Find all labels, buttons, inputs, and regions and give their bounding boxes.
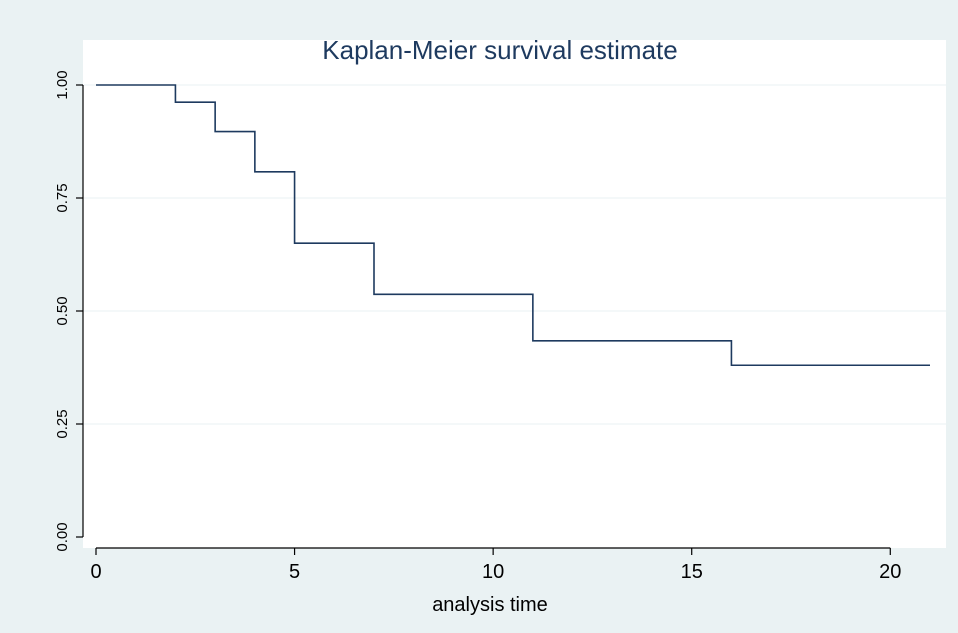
x-tick-label: 15 bbox=[681, 561, 703, 583]
y-tick-label: 1.00 bbox=[54, 70, 71, 99]
x-tick-label: 20 bbox=[879, 561, 901, 583]
x-tick-label: 0 bbox=[90, 561, 101, 583]
step-point bbox=[293, 241, 297, 245]
x-axis-label: analysis time bbox=[432, 594, 548, 616]
step-point bbox=[94, 83, 98, 87]
step-point bbox=[253, 170, 257, 174]
step-point bbox=[531, 339, 535, 343]
chart-title: Kaplan-Meier survival estimate bbox=[322, 35, 677, 65]
x-tick-label: 5 bbox=[289, 561, 300, 583]
y-axis: 0.00 0.25 0.50 0.75 1.00 bbox=[54, 70, 84, 552]
survival-step-line bbox=[96, 84, 930, 367]
y-tick-label: 0.50 bbox=[54, 296, 71, 325]
y-tick-label: 0.25 bbox=[54, 409, 71, 438]
step-point bbox=[729, 363, 733, 367]
x-axis: 0 5 10 15 20 bbox=[90, 547, 901, 583]
step-point bbox=[213, 130, 217, 134]
x-tick-label: 10 bbox=[482, 561, 504, 583]
step-point bbox=[928, 363, 932, 367]
y-tick-label: 0.00 bbox=[54, 522, 71, 551]
grid-lines bbox=[83, 84, 946, 425]
step-point bbox=[372, 292, 376, 296]
y-tick-label: 0.75 bbox=[54, 183, 71, 212]
step-point bbox=[173, 100, 177, 104]
